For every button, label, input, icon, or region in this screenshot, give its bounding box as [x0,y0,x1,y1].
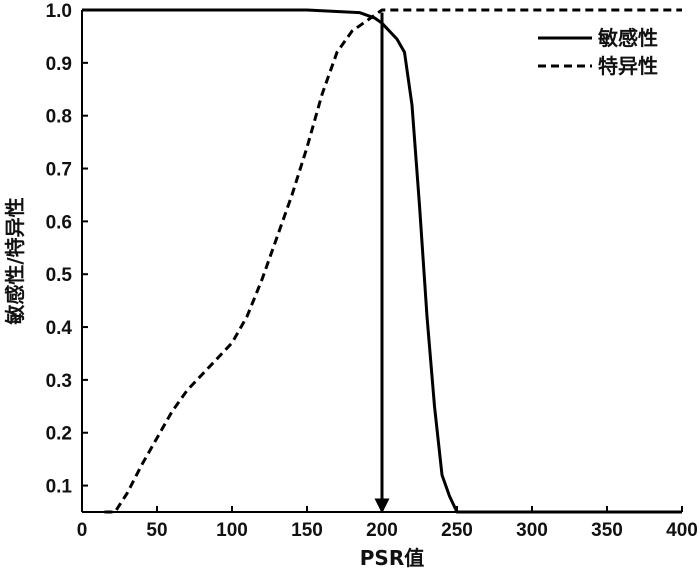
plot-area [81,8,682,514]
y-axis-title: 敏感性/特异性 [3,197,27,325]
x-tick-label: 350 [591,520,623,541]
x-tick-label: 250 [441,520,473,541]
y-tick-label: 0.1 [46,477,73,498]
x-axis-ticks: 0 50 100 150 200 250 300 350 400 [77,506,698,541]
y-tick-label: 0.5 [46,265,73,286]
y-tick-label: 0.3 [46,371,72,392]
x-tick-label: 100 [216,520,248,541]
x-tick-label: 50 [146,520,167,541]
x-tick-label: 0 [77,520,88,541]
series-line-1 [82,8,682,514]
y-tick-label: 0.4 [46,318,73,339]
y-tick-label: 0.2 [46,424,72,445]
series-line-2 [104,8,682,514]
y-tick-label: 0.6 [46,212,72,233]
y-tick-label: 1.0 [46,1,72,22]
x-tick-label: 200 [366,520,398,541]
legend-label-1: 敏感性 [597,26,658,50]
x-tick-label: 150 [291,520,323,541]
y-tick-label: 0.9 [46,54,72,75]
x-tick-label: 400 [666,520,698,541]
x-tick-label: 300 [516,520,548,541]
y-axis-ticks: 0.1 0.2 0.3 0.4 0.5 0.6 0.7 0.8 0.9 1.0 [46,1,88,498]
legend-label-2: 特异性 [598,54,658,78]
y-tick-label: 0.8 [46,107,72,128]
x-axis-title: PSR值 [360,546,424,570]
y-tick-label: 0.7 [46,160,72,181]
